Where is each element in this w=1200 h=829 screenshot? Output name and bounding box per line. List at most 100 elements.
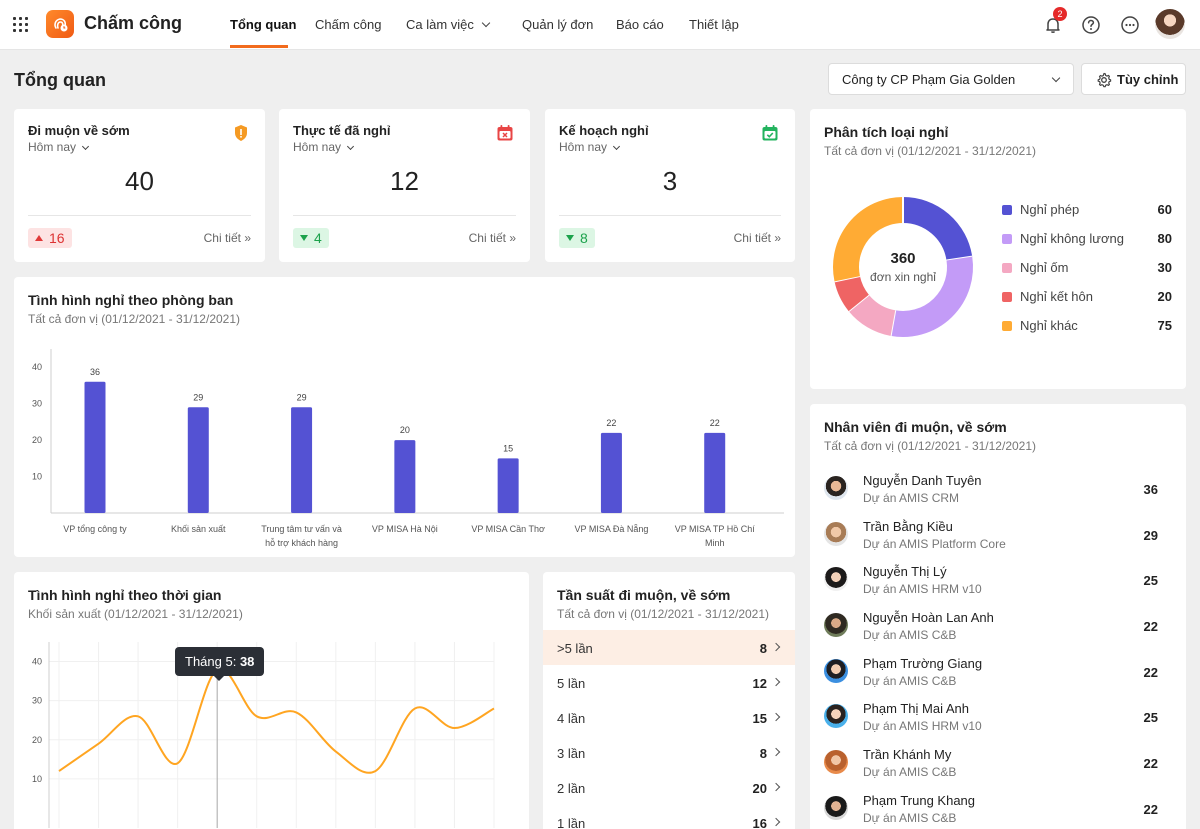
card-subtitle: Tất cả đơn vị (01/12/2021 - 31/12/2021) xyxy=(824,144,1037,158)
legend-value: 20 xyxy=(1157,289,1172,304)
tab-requests[interactable]: Quản lý đơn xyxy=(522,17,594,32)
legend-item[interactable]: Nghỉ phép 60 xyxy=(1002,201,1172,221)
y-tick-label: 30 xyxy=(32,399,42,409)
stat-value: 12 xyxy=(390,166,419,196)
period-select[interactable]: Hôm nay xyxy=(28,140,90,154)
detail-link[interactable]: Chi tiết » xyxy=(469,231,516,245)
stat-title: Đi muộn về sớm xyxy=(28,123,130,138)
donut-slice[interactable] xyxy=(834,275,870,312)
x-tick-label: VP MISA Cần Thơ xyxy=(471,524,545,534)
bar-value-label: 29 xyxy=(193,392,203,402)
employee-row[interactable]: Phạm Trung Khang Dự án AMIS C&B 22 xyxy=(824,793,1158,829)
employee-row[interactable]: Nguyễn Hoàn Lan Anh Dự án AMIS C&B 22 xyxy=(824,610,1158,654)
period-select[interactable]: Hôm nay xyxy=(293,140,355,154)
frequency-row[interactable]: >5 lần 8 xyxy=(543,630,795,665)
apps-grid-icon[interactable] xyxy=(13,17,28,32)
x-tick-label: VP MISA Đà Nẵng xyxy=(574,524,648,534)
gear-icon xyxy=(1097,72,1112,88)
stat-card-late-early: Đi muộn về sớm Hôm nay 40 16 Chi tiết » xyxy=(14,109,265,262)
tab-shifts[interactable]: Ca làm việc xyxy=(406,17,491,32)
employee-row[interactable]: Trần Khánh My Dự án AMIS C&B 22 xyxy=(824,747,1158,791)
series-line[interactable] xyxy=(58,667,495,774)
bar[interactable] xyxy=(704,432,726,513)
frequency-row[interactable]: 3 lần 8 xyxy=(543,735,795,770)
bar-value-label: 15 xyxy=(503,443,513,453)
period-label: Hôm nay xyxy=(293,140,342,154)
company-select[interactable]: Công ty CP Phạm Gia Golden xyxy=(828,63,1074,95)
trend-badge: 4 xyxy=(293,228,329,248)
x-tick-label: VP MISA Hà Nội xyxy=(372,524,438,534)
double-chevron-right-icon: » xyxy=(509,231,516,245)
employee-name: Trần Bằng Kiều xyxy=(863,519,953,534)
x-tick-label: Trung tâm tư vấn và hỗ trợ khách hàng xyxy=(261,524,342,548)
bar[interactable] xyxy=(291,407,313,513)
bar[interactable] xyxy=(600,432,622,513)
frequency-value: 8 xyxy=(759,746,767,761)
frequency-row[interactable]: 5 lần 12 xyxy=(543,665,795,700)
y-tick-label: 40 xyxy=(32,657,42,667)
donut-slice[interactable] xyxy=(890,256,973,337)
employee-row[interactable]: Nguyễn Danh Tuyên Dự án AMIS CRM 36 xyxy=(824,473,1158,517)
legend-swatch xyxy=(1002,234,1012,244)
trend-badge: 16 xyxy=(28,228,72,248)
leave-type-donut: 360 đơn xin nghỉ xyxy=(833,197,973,337)
bar[interactable] xyxy=(497,458,519,513)
avatar xyxy=(824,567,848,591)
chevron-down-icon xyxy=(481,18,491,28)
employee-row[interactable]: Phạm Thị Mai Anh Dự án AMIS HRM v10 25 xyxy=(824,701,1158,745)
more-icon[interactable] xyxy=(1120,15,1140,35)
frequency-label: 2 lần xyxy=(557,781,586,796)
fingerprint-app-icon[interactable] xyxy=(46,10,74,38)
legend-item[interactable]: Nghỉ không lương 80 xyxy=(1002,230,1172,250)
frequency-value: 8 xyxy=(759,641,767,656)
frequency-row[interactable]: 4 lần 15 xyxy=(543,700,795,735)
period-select[interactable]: Hôm nay xyxy=(559,140,621,154)
user-avatar[interactable] xyxy=(1155,9,1185,39)
legend-item[interactable]: Nghỉ khác 75 xyxy=(1002,317,1172,337)
frequency-value: 20 xyxy=(752,781,767,796)
detail-link[interactable]: Chi tiết » xyxy=(204,231,251,245)
donut-center-value: 360 xyxy=(890,250,915,267)
tab-timekeeping[interactable]: Chấm công xyxy=(315,17,382,32)
trend-value: 16 xyxy=(49,230,65,246)
employee-project: Dự án AMIS C&B xyxy=(863,765,957,779)
tab-overview[interactable]: Tổng quan xyxy=(230,17,297,32)
x-tick-label: Khối sản xuất xyxy=(171,524,226,534)
legend-label: Nghỉ kết hôn xyxy=(1020,289,1093,304)
frequency-row[interactable]: 1 lần 16 xyxy=(543,805,795,829)
employee-row[interactable]: Trần Bằng Kiều Dự án AMIS Platform Core … xyxy=(824,519,1158,563)
divider xyxy=(28,215,251,216)
notification-badge: 2 xyxy=(1053,7,1067,21)
trend-badge: 8 xyxy=(559,228,595,248)
trend-down-icon xyxy=(300,235,308,241)
employee-row[interactable]: Phạm Trường Giang Dự án AMIS C&B 22 xyxy=(824,656,1158,700)
legend-item[interactable]: Nghỉ kết hôn 20 xyxy=(1002,288,1172,308)
dept-leave-card: Tình hình nghỉ theo phòng ban Tất cả đơn… xyxy=(14,277,795,557)
tab-shifts-label: Ca làm việc xyxy=(406,17,474,32)
bar[interactable] xyxy=(84,381,106,513)
time-line-chart: 10 20 30 40 xyxy=(32,642,495,828)
legend-label: Nghỉ phép xyxy=(1020,202,1080,217)
detail-link[interactable]: Chi tiết » xyxy=(734,231,781,245)
late-count: 29 xyxy=(1143,528,1158,543)
donut-slice[interactable] xyxy=(833,197,904,282)
bar[interactable] xyxy=(394,440,416,513)
tab-settings[interactable]: Thiết lập xyxy=(689,17,739,32)
help-icon[interactable] xyxy=(1081,15,1101,35)
legend-swatch xyxy=(1002,321,1012,331)
bar[interactable] xyxy=(187,407,209,513)
legend-item[interactable]: Nghỉ ốm 30 xyxy=(1002,259,1172,279)
donut-slice[interactable] xyxy=(848,294,896,336)
chevron-down-icon xyxy=(346,142,355,151)
employee-row[interactable]: Nguyễn Thị Lý Dự án AMIS HRM v10 25 xyxy=(824,564,1158,608)
detail-label: Chi tiết xyxy=(468,231,506,245)
legend-label: Nghỉ khác xyxy=(1020,318,1078,333)
avatar xyxy=(824,476,848,500)
donut-slice[interactable] xyxy=(902,197,973,262)
frequency-row[interactable]: 2 lần 20 xyxy=(543,770,795,805)
tab-reports[interactable]: Báo cáo xyxy=(616,17,664,32)
bell-icon[interactable] xyxy=(1043,15,1063,35)
employee-project: Dự án AMIS C&B xyxy=(863,628,957,642)
customize-button[interactable]: Tùy chỉnh xyxy=(1081,63,1186,95)
donut-center-label: đơn xin nghỉ xyxy=(870,270,936,284)
